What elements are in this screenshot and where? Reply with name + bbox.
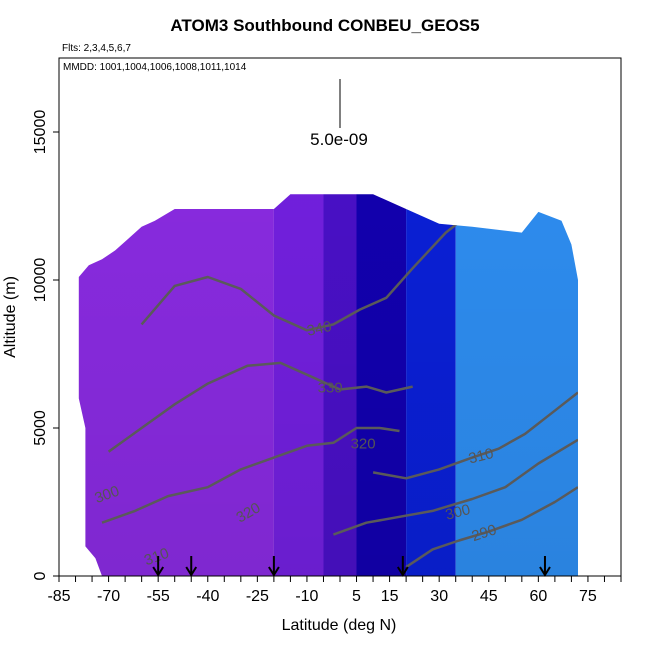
contour-310	[372, 391, 579, 480]
contour-label: 290	[470, 521, 499, 545]
x-tick-label: -70	[97, 588, 120, 605]
flight-arrow-head	[185, 566, 198, 577]
x-tick-label: 45	[480, 588, 498, 605]
contour-340	[140, 210, 473, 332]
y-axis-title: Altitude (m)	[2, 276, 19, 358]
contour-330	[107, 361, 413, 453]
contour-label: 340	[305, 318, 333, 340]
flights-label: Flts: 2,3,4,5,6,7	[62, 43, 131, 54]
contour-label: 310	[467, 445, 495, 468]
x-tick-label: -25	[246, 588, 269, 605]
contour-label: 300	[444, 501, 472, 524]
flight-arrow-head	[268, 566, 280, 577]
y-tick-label: 15000	[32, 110, 49, 155]
scale-bar: 5.0e-09	[310, 79, 368, 149]
contour-lines	[101, 210, 579, 569]
x-axis-title: Latitude (deg N)	[282, 617, 397, 634]
x-tick-label: -10	[295, 588, 318, 605]
mmdd-label: MMDD: 1001,1004,1006,1008,1011,1014	[63, 62, 247, 73]
contour-label: 330	[318, 380, 343, 397]
x-tick-label: 5	[352, 588, 361, 605]
y-tick-label: 5000	[32, 410, 49, 446]
contour-320	[101, 426, 400, 524]
x-tick-label: 75	[579, 588, 597, 605]
x-tick-label: -85	[47, 588, 70, 605]
scale-bar-label: 5.0e-09	[310, 130, 368, 149]
y-axis: 0 5000 10000 15000	[32, 110, 59, 580]
contour-290	[405, 486, 579, 569]
flight-arrow-head	[396, 566, 409, 577]
contour-300	[332, 438, 579, 536]
y-tick-label: 10000	[32, 258, 49, 303]
x-axis: -85 -70 -55 -40 -25 -10 5 15 30 45 60 75	[47, 576, 622, 605]
x-tick-label: 30	[430, 588, 448, 605]
flight-arrow-head	[152, 566, 165, 577]
contour-label: 320	[351, 436, 376, 453]
x-tick-label: -55	[147, 588, 170, 605]
x-tick-label: -40	[196, 588, 219, 605]
x-tick-label: 15	[381, 588, 399, 605]
y-tick-label: 0	[32, 571, 49, 580]
chart-title: ATOM3 Southbound CONBEU_GEOS5	[170, 16, 480, 35]
flight-arrow-head	[539, 566, 551, 577]
flight-arrows	[152, 556, 551, 577]
x-tick-label: 60	[530, 588, 548, 605]
